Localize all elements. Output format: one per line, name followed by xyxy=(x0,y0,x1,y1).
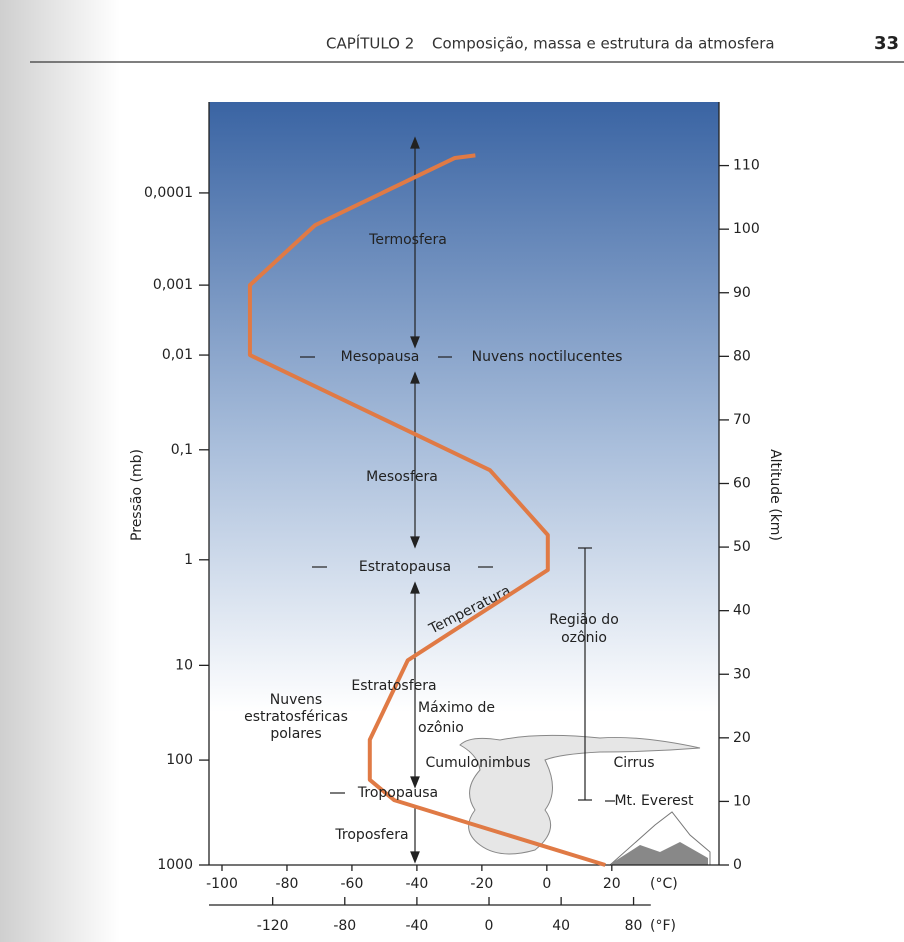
chapter-title: Composição, massa e estrutura da atmosfe… xyxy=(432,35,775,53)
x2-tick-label: -80 xyxy=(333,918,356,934)
x2-tick-label: 80 xyxy=(625,918,643,934)
y-tick-label: 30 xyxy=(733,666,751,682)
annotation: Cumulonimbus xyxy=(425,755,530,771)
annotation: Nuvens xyxy=(270,692,322,708)
annotation: estratosféricas xyxy=(244,709,348,725)
y-tick-label: 40 xyxy=(733,603,751,619)
annotation: ozônio xyxy=(418,720,464,736)
page-shade xyxy=(0,0,120,942)
x-tick-label: -100 xyxy=(206,876,238,892)
x-tick-label: -20 xyxy=(470,876,493,892)
y-tick-label: 10 xyxy=(733,793,751,809)
annotation: Máximo de xyxy=(418,700,495,716)
annotation: polares xyxy=(270,726,321,742)
x-tick-label: 20 xyxy=(603,876,621,892)
x2-axis-label: (°F) xyxy=(650,918,676,934)
y2-tick-label: 0,01 xyxy=(162,347,193,363)
annotation: Troposfera xyxy=(334,827,408,843)
x2-tick-label: 40 xyxy=(552,918,570,934)
page-number: 33 xyxy=(874,33,899,54)
x-axis-label: (°C) xyxy=(650,876,678,892)
chapter: CAPÍTULO 2 xyxy=(326,34,414,53)
x2-tick-label: -120 xyxy=(257,918,289,934)
annotation: Cirrus xyxy=(613,755,654,771)
y-tick-label: 0 xyxy=(733,857,742,873)
y-tick-label: 20 xyxy=(733,730,751,746)
y2-tick-label: 0,001 xyxy=(153,277,193,293)
annotation: Tropopausa xyxy=(357,785,438,801)
x-tick-label: -40 xyxy=(405,876,428,892)
y-tick-label: 50 xyxy=(733,539,751,555)
x-tick-label: 0 xyxy=(542,876,551,892)
y2-tick-label: 1 xyxy=(184,552,193,568)
y2-tick-label: 100 xyxy=(166,752,193,768)
x-tick-label: -80 xyxy=(276,876,299,892)
annotation: Mt. Everest xyxy=(614,793,694,809)
annotation: Estratosfera xyxy=(351,678,436,694)
y-tick-label: 80 xyxy=(733,348,751,364)
x2-tick-label: 0 xyxy=(485,918,494,934)
y2-axis-label: Pressão (mb) xyxy=(129,449,145,541)
y-tick-label: 110 xyxy=(733,158,760,174)
y-tick-label: 100 xyxy=(733,221,760,237)
y2-tick-label: 0,0001 xyxy=(144,185,193,201)
annotation: Nuvens noctilucentes xyxy=(472,349,623,365)
page: CAPÍTULO 2 Composição, massa e estrutura… xyxy=(0,0,904,942)
y-tick-label: 90 xyxy=(733,285,751,301)
annotation: Estratopausa xyxy=(359,559,451,575)
annotation: Mesopausa xyxy=(341,349,420,365)
y-tick-label: 60 xyxy=(733,476,751,492)
annotation: ozônio xyxy=(561,630,607,646)
annotation: Termosfera xyxy=(368,232,447,248)
x2-tick-label: -40 xyxy=(405,918,428,934)
y2-tick-label: 10 xyxy=(175,657,193,673)
x-tick-label: -60 xyxy=(340,876,363,892)
y-axis-label: Altitude (km) xyxy=(767,449,783,541)
y2-tick-label: 1000 xyxy=(157,857,193,873)
y-tick-label: 70 xyxy=(733,412,751,428)
y2-tick-label: 0,1 xyxy=(171,442,193,458)
annotation: Região do xyxy=(549,612,619,628)
annotation: Mesosfera xyxy=(366,469,438,485)
